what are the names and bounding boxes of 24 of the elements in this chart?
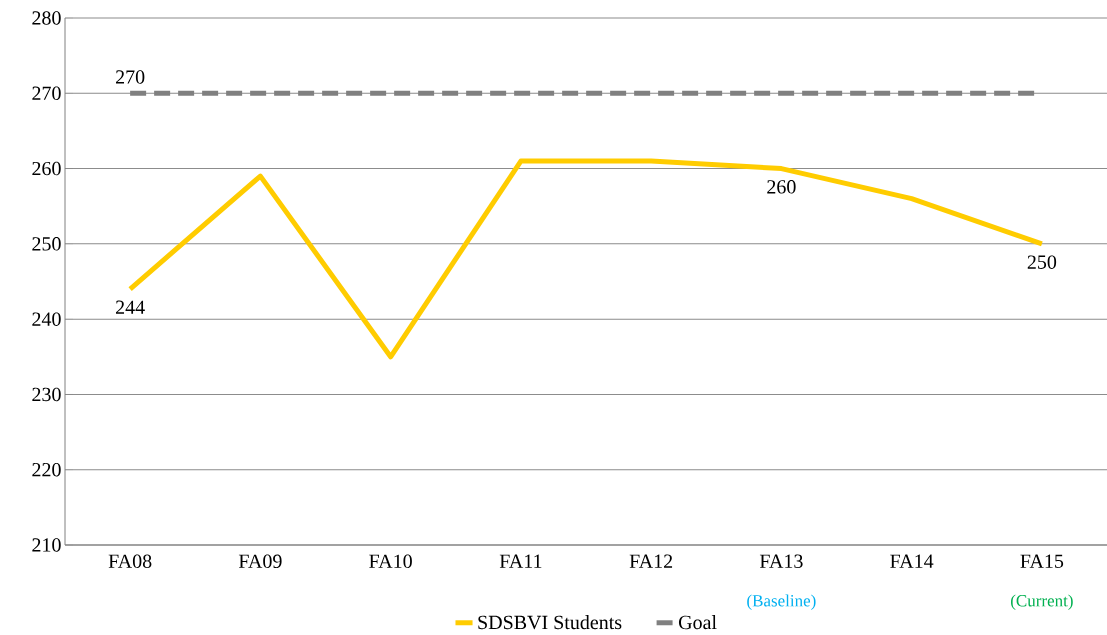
x-tick-label: FA10 — [369, 554, 412, 569]
y-tick-label: 220 — [32, 462, 61, 477]
text: (Baseline) — [747, 594, 816, 610]
x-tick-label: FA12 — [629, 554, 673, 568]
x-tick-label: FA08 — [108, 554, 152, 569]
x-tick-label: FA14 — [890, 554, 934, 568]
legend-label: Goal — [678, 615, 717, 630]
legend-label: SDSBVI Students — [478, 615, 622, 630]
x-tick-label: FA13 — [759, 554, 803, 568]
data-label: 270 — [116, 70, 145, 84]
x-tick-label: FA09 — [238, 554, 282, 569]
x-tick-label: FA15 — [1020, 554, 1064, 568]
data-label: 244 — [116, 300, 145, 314]
text: (Current) — [1011, 594, 1073, 610]
y-tick-label: 280 — [32, 11, 61, 25]
y-tick-label: 230 — [32, 387, 61, 402]
y-tick-label: 240 — [32, 312, 61, 326]
data-label: 260 — [767, 180, 796, 194]
y-tick-label: 260 — [32, 161, 61, 176]
data-label: 250 — [1027, 255, 1057, 269]
y-tick-label: 210 — [32, 538, 61, 552]
x-tick-label: FA11 — [499, 554, 542, 568]
y-tick-label: 250 — [32, 237, 61, 251]
y-tick-label: 270 — [32, 86, 61, 101]
